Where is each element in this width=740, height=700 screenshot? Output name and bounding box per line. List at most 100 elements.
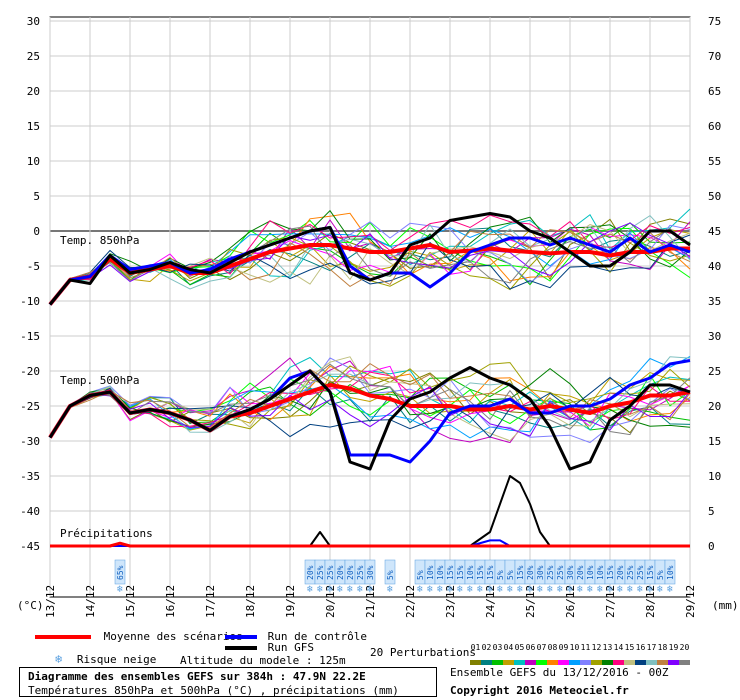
- right-tick-label: 55: [708, 155, 721, 168]
- snow-risk-label: 10%: [586, 565, 595, 580]
- snow-risk-label: 15%: [606, 565, 615, 580]
- date-tick-label: 21/12: [364, 585, 377, 618]
- snow-risk-label: 20%: [616, 565, 625, 580]
- perturbation-color-swatch: [558, 660, 569, 665]
- snow-risk-label: 15%: [646, 565, 655, 580]
- left-tick-label: -30: [20, 435, 40, 448]
- perturbation-color-swatch: [668, 660, 679, 665]
- date-tick-label: 20/12: [324, 585, 337, 618]
- snow-risk-label: 25%: [546, 565, 555, 580]
- date-tick-label: 25/12: [524, 585, 537, 618]
- perturbation-id: 14: [613, 643, 624, 652]
- series-line-t500: [48, 366, 691, 471]
- date-tick-label: 22/12: [404, 585, 417, 618]
- perturbation-id: 12: [591, 643, 602, 652]
- left-tick-label: 30: [27, 15, 40, 28]
- perturbation-line: [49, 229, 691, 305]
- snowflake-icon: ❄: [597, 584, 604, 595]
- perturbation-id: 17: [646, 643, 657, 652]
- snow-risk-label: 15%: [476, 565, 485, 580]
- snow-risk-label: 25%: [316, 565, 325, 580]
- date-tick-label: 19/12: [284, 585, 297, 618]
- left-tick-label: -15: [20, 330, 40, 343]
- series-line-precip: [50, 541, 690, 548]
- perturbation-id: 05: [514, 643, 525, 652]
- perturbation-color-swatch: [470, 660, 481, 665]
- perturbations-label: 20 Perturbations: [370, 646, 476, 659]
- right-tick-label: 50: [708, 190, 721, 203]
- perturbation-color-swatch: [481, 660, 492, 665]
- legend-control: Run de contrôle: [225, 630, 367, 643]
- right-tick-label: 0: [708, 540, 715, 553]
- right-tick-label: 65: [708, 85, 721, 98]
- snowflake-icon: ❄: [387, 584, 394, 595]
- right-tick-label: 15: [708, 435, 721, 448]
- snowflake-icon: ❄: [317, 584, 324, 595]
- left-tick-label: -25: [20, 400, 40, 413]
- perturbation-id: 10: [569, 643, 580, 652]
- snowflake-icon: ❄: [507, 584, 514, 595]
- snowflake-icon: ❄: [447, 584, 454, 595]
- perturbation-color-swatch: [602, 660, 613, 665]
- right-tick-label: 5: [708, 505, 715, 518]
- snow-risk-label: 30%: [536, 565, 545, 580]
- snow-risk-label: 10%: [466, 565, 475, 580]
- date-tick-label: 28/12: [644, 585, 657, 618]
- snowflake-icon: ❄: [337, 584, 344, 595]
- legend-gfs: Run GFS: [225, 641, 314, 654]
- perturbation-color-swatch: [613, 660, 624, 665]
- snowflake-icon: ❄: [567, 584, 574, 595]
- legend-gfs-swatch: [225, 646, 257, 650]
- perturbation-id: 11: [580, 643, 591, 652]
- date-tick-label: 18/12: [244, 585, 257, 618]
- snowflake-icon: ❄: [557, 584, 564, 595]
- snow-risk-bar: [364, 559, 376, 585]
- left-axis-unit: (°C): [17, 599, 44, 612]
- snowflake-icon: ❄: [617, 584, 624, 595]
- perturbation-color-swatch: [569, 660, 580, 665]
- snowflake-icon: ❄: [477, 584, 484, 595]
- perturbation-id: 01: [470, 643, 481, 652]
- perturbation-line: [49, 371, 691, 438]
- snow-risk-label: 15%: [516, 565, 525, 580]
- legend-control-label: Run de contrôle: [267, 630, 367, 643]
- snowflake-icon: ❄: [357, 584, 364, 595]
- perturbation-id: 08: [547, 643, 558, 652]
- snowflake-icon: ❄: [637, 584, 644, 595]
- perturbation-line: [49, 214, 691, 305]
- left-tick-label: 15: [27, 120, 40, 133]
- perturbation-color-swatch: [536, 660, 547, 665]
- perturbation-id: 19: [668, 643, 679, 652]
- snowflake-icon: ❄: [417, 584, 424, 595]
- snow-risk-label: 30%: [366, 565, 375, 580]
- legend-snow-label: Risque neige: [76, 653, 157, 666]
- info-box: Diagramme des ensembles GEFS sur 384h : …: [19, 667, 437, 697]
- snowflake-icon: ❄: [517, 584, 524, 595]
- legend-control-swatch: [225, 635, 257, 639]
- snowflake-icon: ❄: [307, 584, 314, 595]
- ensemble-label: Ensemble GEFS du 13/12/2016 - 00Z: [450, 666, 669, 679]
- snowflake-icon: ❄: [327, 584, 334, 595]
- date-tick-label: 14/12: [84, 585, 97, 618]
- snowflake-icon: ❄: [607, 584, 614, 595]
- perturbation-color-swatch: [492, 660, 503, 665]
- date-tick-label: 29/12: [684, 585, 697, 618]
- right-tick-label: 70: [708, 50, 721, 63]
- label-precip: Précipitations: [60, 527, 153, 540]
- snowflake-icon: ❄: [117, 584, 124, 595]
- snow-risk-label: 15%: [446, 565, 455, 580]
- perturbation-color-swatch: [591, 660, 602, 665]
- snow-risk-label: 10%: [596, 565, 605, 580]
- perturbation-color-swatch: [547, 660, 558, 665]
- perturbation-id: 06: [525, 643, 536, 652]
- perturbation-color-swatch: [646, 660, 657, 665]
- perturbation-color-swatch: [525, 660, 536, 665]
- right-tick-label: 75: [708, 15, 721, 28]
- snowflake-icon: ❄: [347, 584, 354, 595]
- snow-risk-label: 20%: [306, 565, 315, 580]
- perturbation-id: 04: [503, 643, 514, 652]
- perturbation-id: 18: [657, 643, 668, 652]
- left-tick-label: -5: [27, 260, 40, 273]
- snow-risk-label: 30%: [566, 565, 575, 580]
